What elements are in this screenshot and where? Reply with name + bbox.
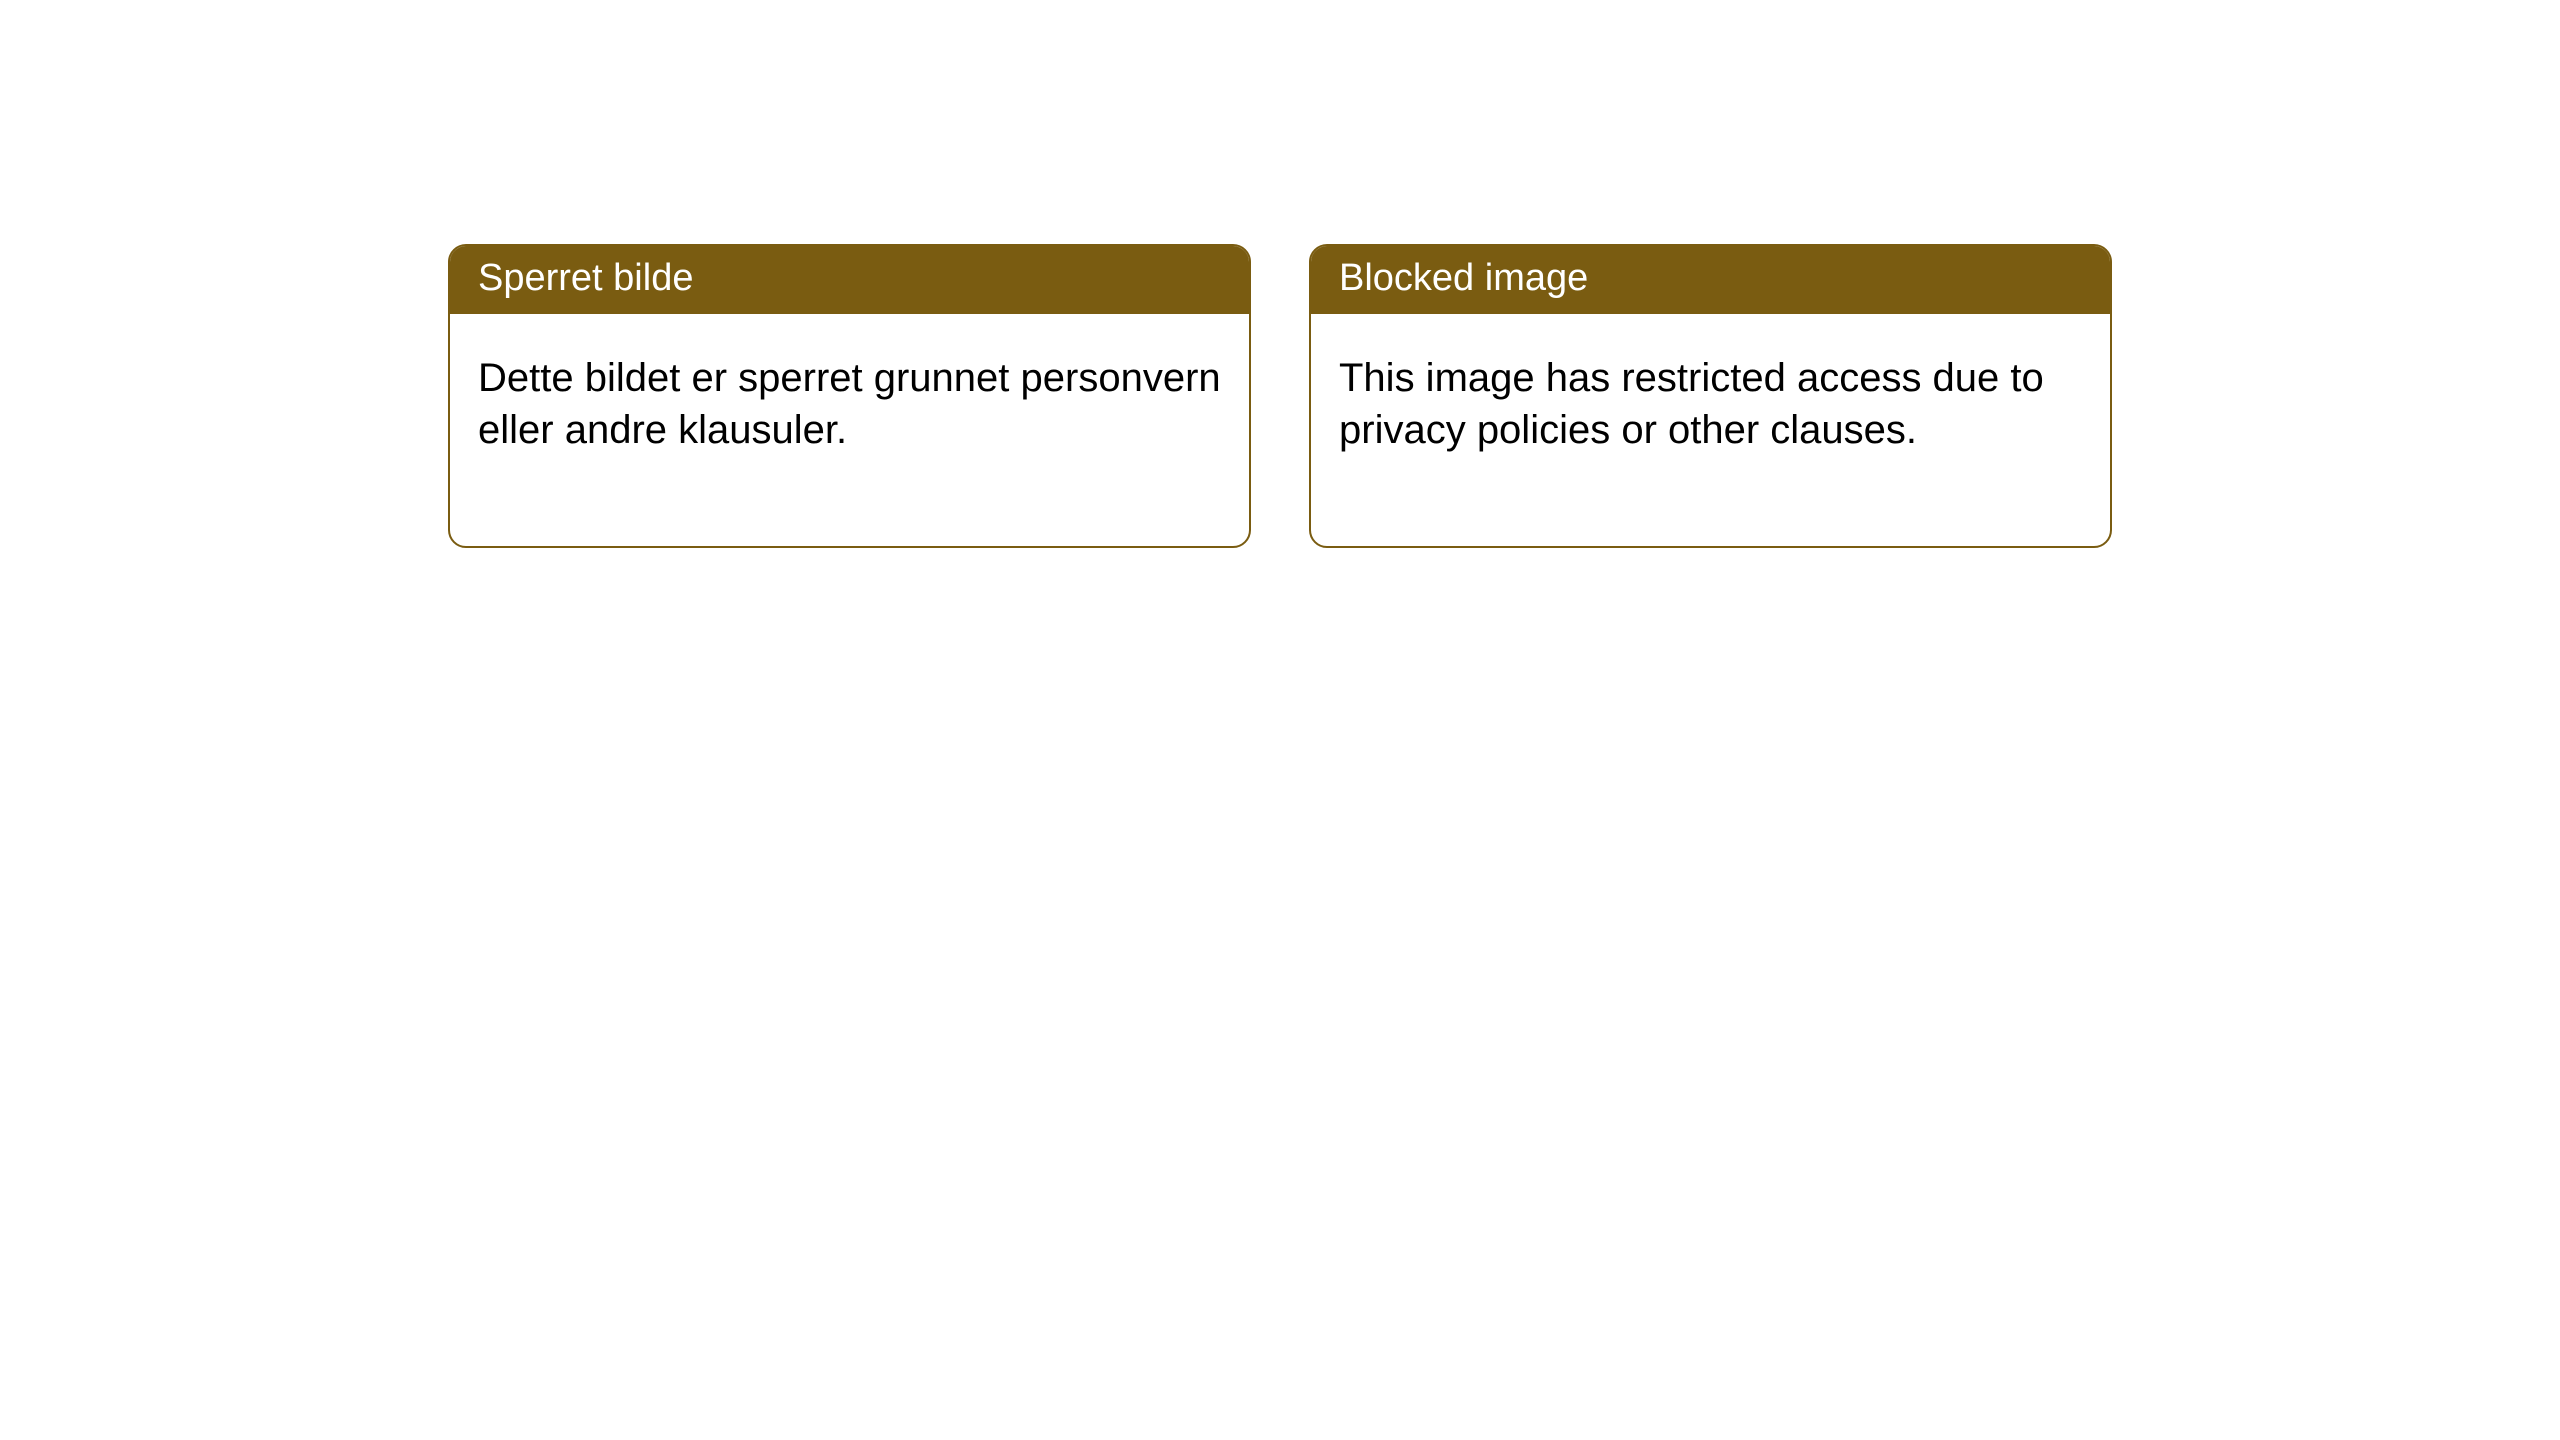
blocked-image-card-no: Sperret bilde Dette bildet er sperret gr…: [448, 244, 1251, 548]
notice-cards-container: Sperret bilde Dette bildet er sperret gr…: [0, 0, 2560, 548]
card-body-text: Dette bildet er sperret grunnet personve…: [450, 314, 1249, 546]
card-header: Sperret bilde: [450, 246, 1249, 314]
blocked-image-card-en: Blocked image This image has restricted …: [1309, 244, 2112, 548]
card-body-text: This image has restricted access due to …: [1311, 314, 2110, 546]
card-header: Blocked image: [1311, 246, 2110, 314]
